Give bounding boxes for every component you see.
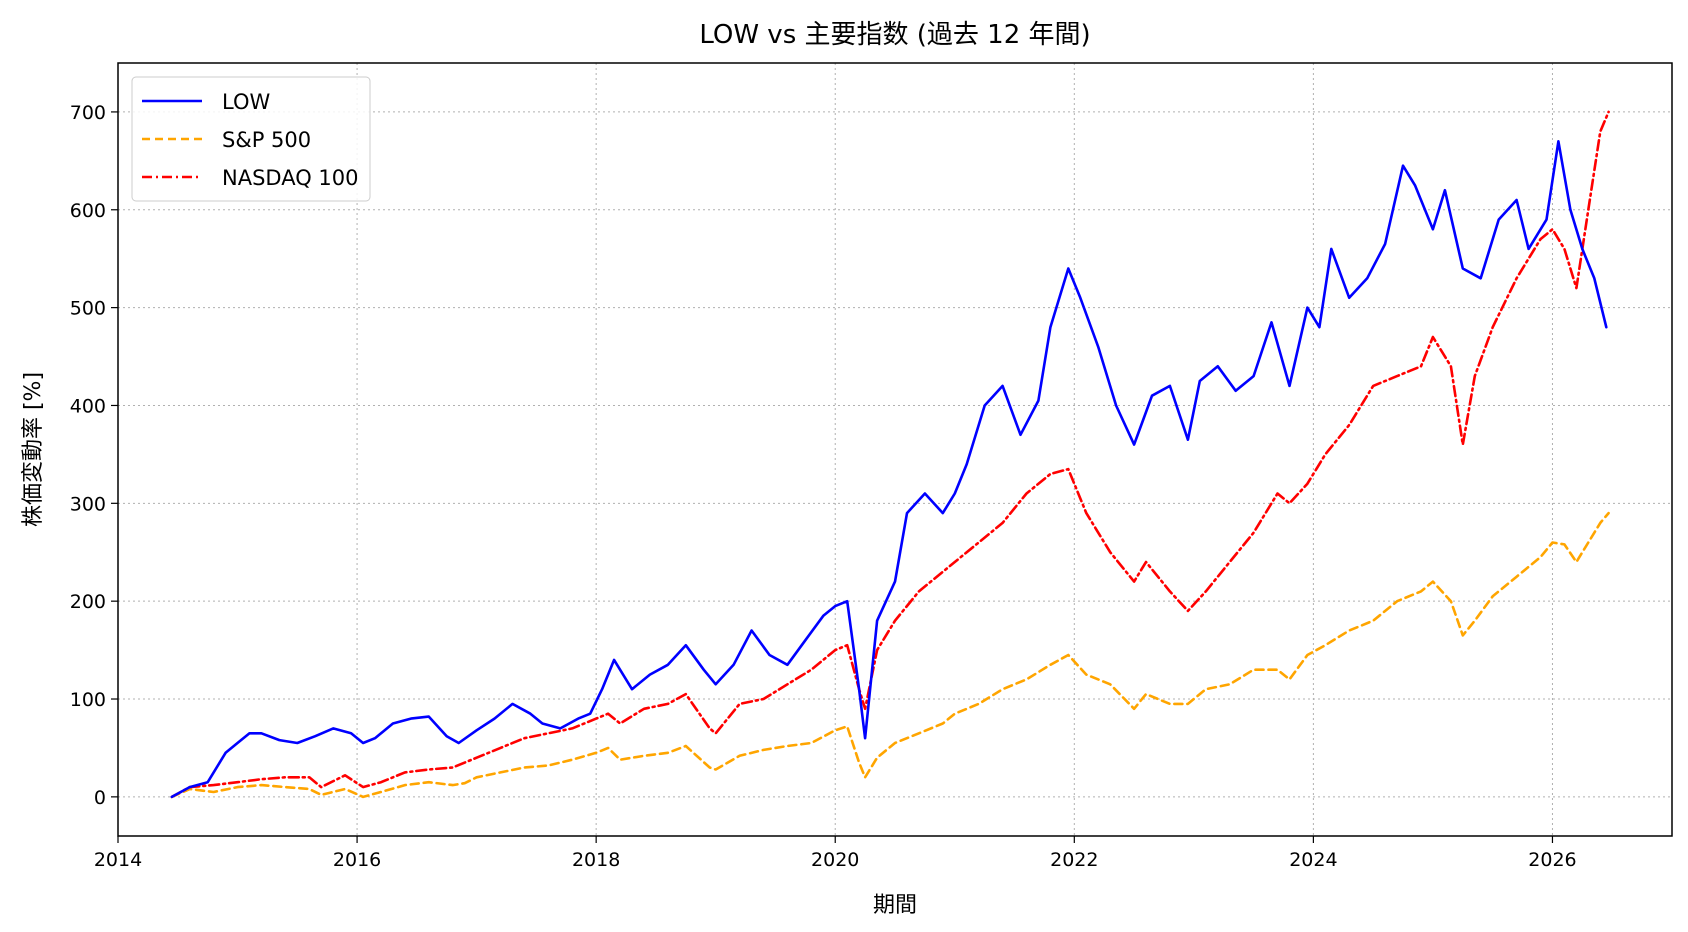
x-tick-label: 2018 bbox=[572, 849, 620, 871]
legend-box bbox=[131, 76, 371, 202]
axis-ticks: 2014 2016 2018 2020 2022 2024 2026 0 100 200 300 40… bbox=[70, 102, 1577, 871]
legend-label: NASDAQ 100 bbox=[222, 166, 359, 190]
x-tick-label: 2024 bbox=[1289, 849, 1337, 871]
x-tick-label: 2026 bbox=[1528, 849, 1576, 871]
y-tick-label: 500 bbox=[70, 298, 106, 320]
x-axis-title: 期間 bbox=[873, 893, 917, 918]
y-tick-label: 700 bbox=[70, 102, 106, 124]
x-tick-label: 2022 bbox=[1050, 849, 1098, 871]
legend: LOW S&P 500 NASDAQ 100 bbox=[131, 76, 371, 202]
series-lines bbox=[170, 110, 1610, 799]
y-tick-label: 0 bbox=[94, 787, 106, 809]
legend-label: S&P 500 bbox=[222, 128, 311, 152]
y-tick-label: 100 bbox=[70, 689, 106, 711]
y-tick-label: 200 bbox=[70, 591, 106, 613]
chart-title: LOW vs 主要指数 (過去 12 年間) bbox=[699, 20, 1090, 50]
series-line-0 bbox=[170, 140, 1608, 799]
plot-frame bbox=[117, 62, 1673, 837]
series-line-1 bbox=[170, 511, 1610, 799]
x-tick-label: 2016 bbox=[333, 849, 381, 871]
y-tick-label: 300 bbox=[70, 493, 106, 515]
legend-label: LOW bbox=[222, 90, 270, 114]
x-tick-label: 2014 bbox=[94, 849, 142, 871]
y-tick-label: 400 bbox=[70, 395, 106, 417]
y-tick-label: 600 bbox=[70, 200, 106, 222]
x-tick-label: 2020 bbox=[811, 849, 859, 871]
y-axis-title: 株価変動率 [%] bbox=[21, 372, 46, 527]
series-line-2 bbox=[170, 110, 1610, 799]
